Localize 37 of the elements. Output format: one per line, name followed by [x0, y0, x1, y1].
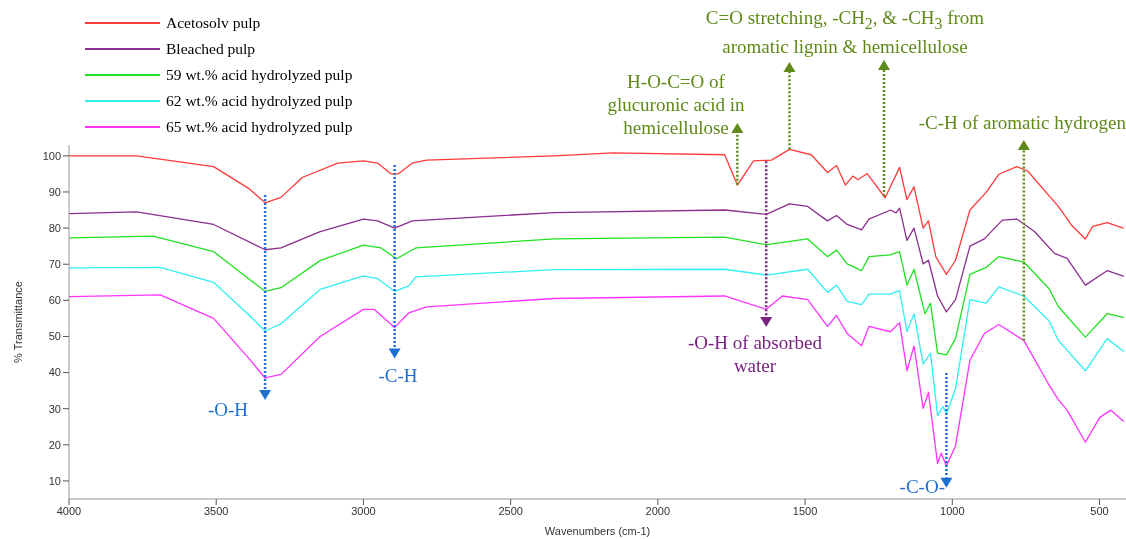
annotation: C=O stretching, -CH$_{2}$, & -CH$_{3}$ from aromatic lignin & hemicellulose	[704, 6, 986, 58]
legend-label: Acetosolv pulp	[166, 14, 261, 32]
annotation: -C-H of aromatic hydrogen	[917, 111, 1126, 134]
annotation: -O-H	[206, 398, 250, 421]
x-axis-title: Wavenumbers (cm-1)	[544, 525, 651, 537]
annotation: -C-O-	[898, 475, 945, 498]
x-tick-label: 1000	[940, 504, 965, 517]
x-tick-label: 3500	[203, 504, 229, 517]
y-tick-label: 50	[48, 330, 61, 343]
y-tick-label: 10	[48, 474, 61, 487]
line-series	[69, 294, 1124, 467]
y-tick-label: 20	[48, 438, 61, 451]
y-tick-label: 90	[48, 185, 61, 198]
line-series	[69, 203, 1124, 313]
x-tick-label: 4000	[56, 504, 82, 517]
y-tick-label: 30	[48, 402, 61, 415]
legend-label: 59 wt.% acid hydrolyzed pulp	[166, 66, 353, 84]
line-series	[69, 266, 1124, 417]
annotation: H-O-C=O of glucuronic acid in hemicellulose	[606, 70, 746, 139]
y-tick-label: 40	[48, 366, 61, 379]
y-tick-label: 100	[42, 149, 61, 162]
x-tick-label: 3000	[351, 504, 376, 517]
x-tick-label: 500	[1090, 504, 1109, 517]
legend-label: 62 wt.% acid hydrolyzed pulp	[166, 92, 353, 110]
y-axis-title: % Transmittance	[12, 281, 24, 363]
x-tick-label: 1500	[792, 504, 818, 517]
y-tick-label: 80	[48, 221, 61, 234]
line-series	[69, 235, 1124, 356]
line-series	[69, 148, 1124, 275]
legend-label: Bleached pulp	[166, 40, 256, 58]
y-tick-label: 60	[48, 294, 61, 307]
annotation: -O-H of absorbed water	[687, 331, 823, 377]
annotation: -C-H	[377, 364, 419, 387]
x-tick-label: 2500	[498, 504, 523, 517]
legend-label: 65 wt.% acid hydrolyzed pulp	[166, 118, 353, 136]
x-tick-label: 2000	[645, 504, 671, 517]
y-tick-label: 70	[48, 258, 61, 271]
